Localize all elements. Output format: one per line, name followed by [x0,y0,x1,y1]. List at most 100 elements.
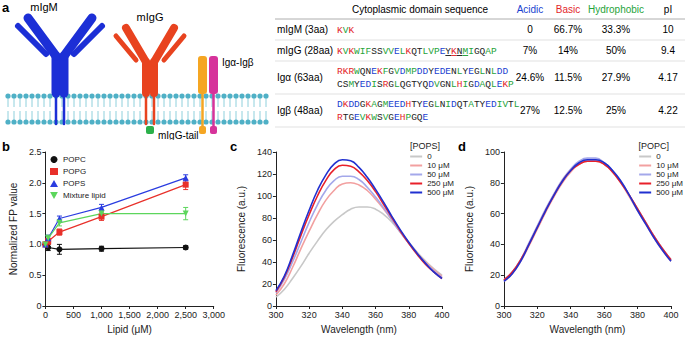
svg-text:Fluorescence (a.u.): Fluorescence (a.u.) [236,186,247,272]
svg-text:0: 0 [527,24,533,35]
svg-text:2,000: 2,000 [146,310,169,320]
svg-text:mIgG: mIgG [137,11,164,23]
svg-text:2.0: 2.0 [29,178,42,188]
svg-text:1.0: 1.0 [29,239,42,249]
svg-text:0: 0 [36,301,41,311]
svg-text:24.6%: 24.6% [516,72,544,83]
svg-text:0: 0 [656,152,661,161]
svg-text:3,000: 3,000 [202,310,225,320]
svg-text:340: 340 [563,310,578,320]
svg-text:80: 80 [262,213,272,223]
svg-text:10: 10 [662,24,674,35]
svg-text:mIgM: mIgM [30,1,58,13]
svg-text:14%: 14% [558,45,578,56]
svg-text:320: 320 [530,310,545,320]
svg-text:60: 60 [262,235,272,245]
svg-text:Cytoplasmic domain sequence: Cytoplasmic domain sequence [352,4,489,15]
svg-text:11.5%: 11.5% [554,72,582,83]
svg-text:100: 100 [485,147,500,157]
svg-text:[POPC]: [POPC] [638,141,669,151]
svg-text:RTGEVKWSVGEHPGQE: RTGEVKWSVGEHPGQE [337,112,429,123]
svg-text:CSMYEDISRGLQGTYQDVGNLHIGDAQLEK: CSMYEDISRGLQGTYQDVGNLHIGDAQLEKP [337,79,514,90]
svg-text:60: 60 [490,209,500,219]
svg-text:POPS: POPS [63,179,85,188]
svg-text:Wavelength (nm): Wavelength (nm) [550,324,626,335]
svg-text:RKRWQNEKFGVDMPDDYEDENLYEGLNLDD: RKRWQNEKFGVDMPDDYEDENLYEGLNLDD [337,66,508,77]
svg-text:100: 100 [257,191,272,201]
svg-text:mIgG-tail: mIgG-tail [158,130,199,140]
svg-text:400: 400 [434,310,449,320]
svg-text:80: 80 [490,178,500,188]
svg-text:Fluorescence (a.u.): Fluorescence (a.u.) [464,186,475,272]
svg-text:12.5%: 12.5% [554,105,582,116]
svg-text:50 μM: 50 μM [656,170,679,179]
svg-text:10 μM: 10 μM [656,161,679,170]
svg-text:360: 360 [597,310,612,320]
svg-text:Normalized FP value: Normalized FP value [8,182,19,275]
svg-text:1,000: 1,000 [90,310,113,320]
svg-text:320: 320 [302,310,317,320]
svg-text:50%: 50% [606,45,626,56]
svg-text:Lipid (μM): Lipid (μM) [107,324,152,335]
svg-text:mIgG (28aa): mIgG (28aa) [277,45,333,56]
svg-text:POPC: POPC [63,155,86,164]
svg-text:25%: 25% [606,105,626,116]
svg-text:50 μM: 50 μM [427,170,450,179]
svg-text:500 μM: 500 μM [656,188,683,197]
svg-text:c: c [230,140,237,154]
svg-text:40: 40 [490,239,500,249]
svg-text:d: d [458,140,466,154]
svg-text:0: 0 [494,301,500,311]
svg-text:7%: 7% [523,45,538,56]
svg-text:380: 380 [401,310,416,320]
svg-text:Igα-Igβ: Igα-Igβ [222,57,254,68]
svg-text:500 μM: 500 μM [427,188,454,197]
svg-text:POPG: POPG [63,167,86,176]
svg-text:Acidic: Acidic [517,4,544,15]
svg-text:380: 380 [630,310,645,320]
svg-text:a: a [2,0,10,15]
svg-text:250 μM: 250 μM [427,179,454,188]
svg-text:20: 20 [490,270,500,280]
svg-text:500: 500 [66,310,81,320]
svg-text:0: 0 [43,310,48,320]
svg-text:4.17: 4.17 [658,72,678,83]
svg-text:120: 120 [257,169,272,179]
svg-text:Igα (63aa): Igα (63aa) [277,72,323,83]
svg-text:KVK: KVK [337,25,354,36]
svg-text:DKDDGKAGMEEDHTYEGLNIDQTATYEDIV: DKDDGKAGMEEDHTYEGLNIDQTATYEDIVTL [337,99,520,110]
svg-text:27%: 27% [520,105,540,116]
svg-text:mIgM (3aa): mIgM (3aa) [277,24,328,35]
svg-text:4.22: 4.22 [658,105,678,116]
svg-text:Basic: Basic [556,4,580,15]
svg-text:1,500: 1,500 [118,310,141,320]
svg-text:10 μM: 10 μM [427,161,450,170]
svg-text:9.4: 9.4 [661,45,675,56]
svg-text:b: b [2,140,10,154]
svg-text:300: 300 [496,310,511,320]
svg-text:0: 0 [266,301,272,311]
svg-text:KVKWIFSSVVELKQTLVPEYKNMIGQAP: KVKWIFSSVVELKQTLVPEYKNMIGQAP [337,46,497,57]
svg-text:[POPS]: [POPS] [410,141,440,151]
svg-text:Igβ (48aa): Igβ (48aa) [277,105,323,116]
svg-text:400: 400 [663,310,678,320]
svg-text:360: 360 [368,310,383,320]
svg-text:33.3%: 33.3% [602,24,630,35]
svg-text:pI: pI [664,4,672,15]
svg-text:0.5: 0.5 [29,270,42,280]
svg-text:140: 140 [257,147,272,157]
svg-text:300: 300 [268,310,283,320]
svg-text:340: 340 [335,310,350,320]
svg-text:Wavelength (nm): Wavelength (nm) [321,324,397,335]
svg-text:20: 20 [262,279,272,289]
svg-text:250 μM: 250 μM [656,179,683,188]
svg-text:66.7%: 66.7% [554,24,582,35]
svg-text:2.5: 2.5 [29,147,42,157]
svg-text:1.5: 1.5 [29,209,42,219]
svg-text:Hydrophobic: Hydrophobic [588,4,644,15]
svg-text:Mixture lipid: Mixture lipid [63,191,106,200]
svg-text:40: 40 [262,257,272,267]
svg-text:27.9%: 27.9% [602,72,630,83]
svg-text:2,500: 2,500 [174,310,197,320]
svg-text:0: 0 [427,152,432,161]
